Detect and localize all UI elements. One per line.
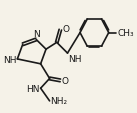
Text: HN: HN bbox=[26, 84, 40, 93]
Text: NH₂: NH₂ bbox=[51, 97, 68, 105]
Text: N: N bbox=[33, 30, 40, 39]
Text: NH: NH bbox=[68, 55, 82, 64]
Text: NH: NH bbox=[3, 56, 16, 65]
Text: O: O bbox=[62, 25, 69, 34]
Text: CH₃: CH₃ bbox=[118, 29, 134, 38]
Text: O: O bbox=[61, 76, 68, 85]
